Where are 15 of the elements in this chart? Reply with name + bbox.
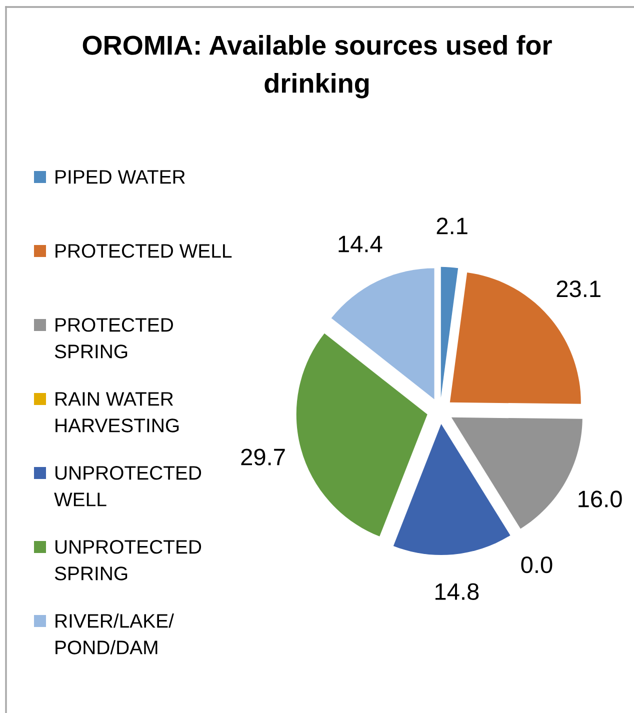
data-label: 16.0 [578,490,622,508]
legend-label: PIPED WATER [56,170,185,184]
text: 0.0 [521,556,552,574]
legend-label: RAIN WATER HARVESTING [56,392,179,432]
legend-label: RIVER/LAKE/ POND/DAM [56,614,174,654]
data-label: 23.1 [556,280,600,298]
legend-label: UNPROTECTED WELL [54,466,202,506]
data-label: 2.1 [436,218,468,234]
legend-label: PROTECTED WELL [56,244,232,258]
legend-label: UNPROTECTED SPRING [54,540,202,580]
chart-title: OROMIA: Available sources used for drinking [82,35,552,98]
data-label: 14.8 [435,583,479,600]
data-label: 14.4 [338,236,382,252]
legend-label: PROTECTED SPRING [54,318,173,358]
data-label: 29.7 [241,448,285,466]
